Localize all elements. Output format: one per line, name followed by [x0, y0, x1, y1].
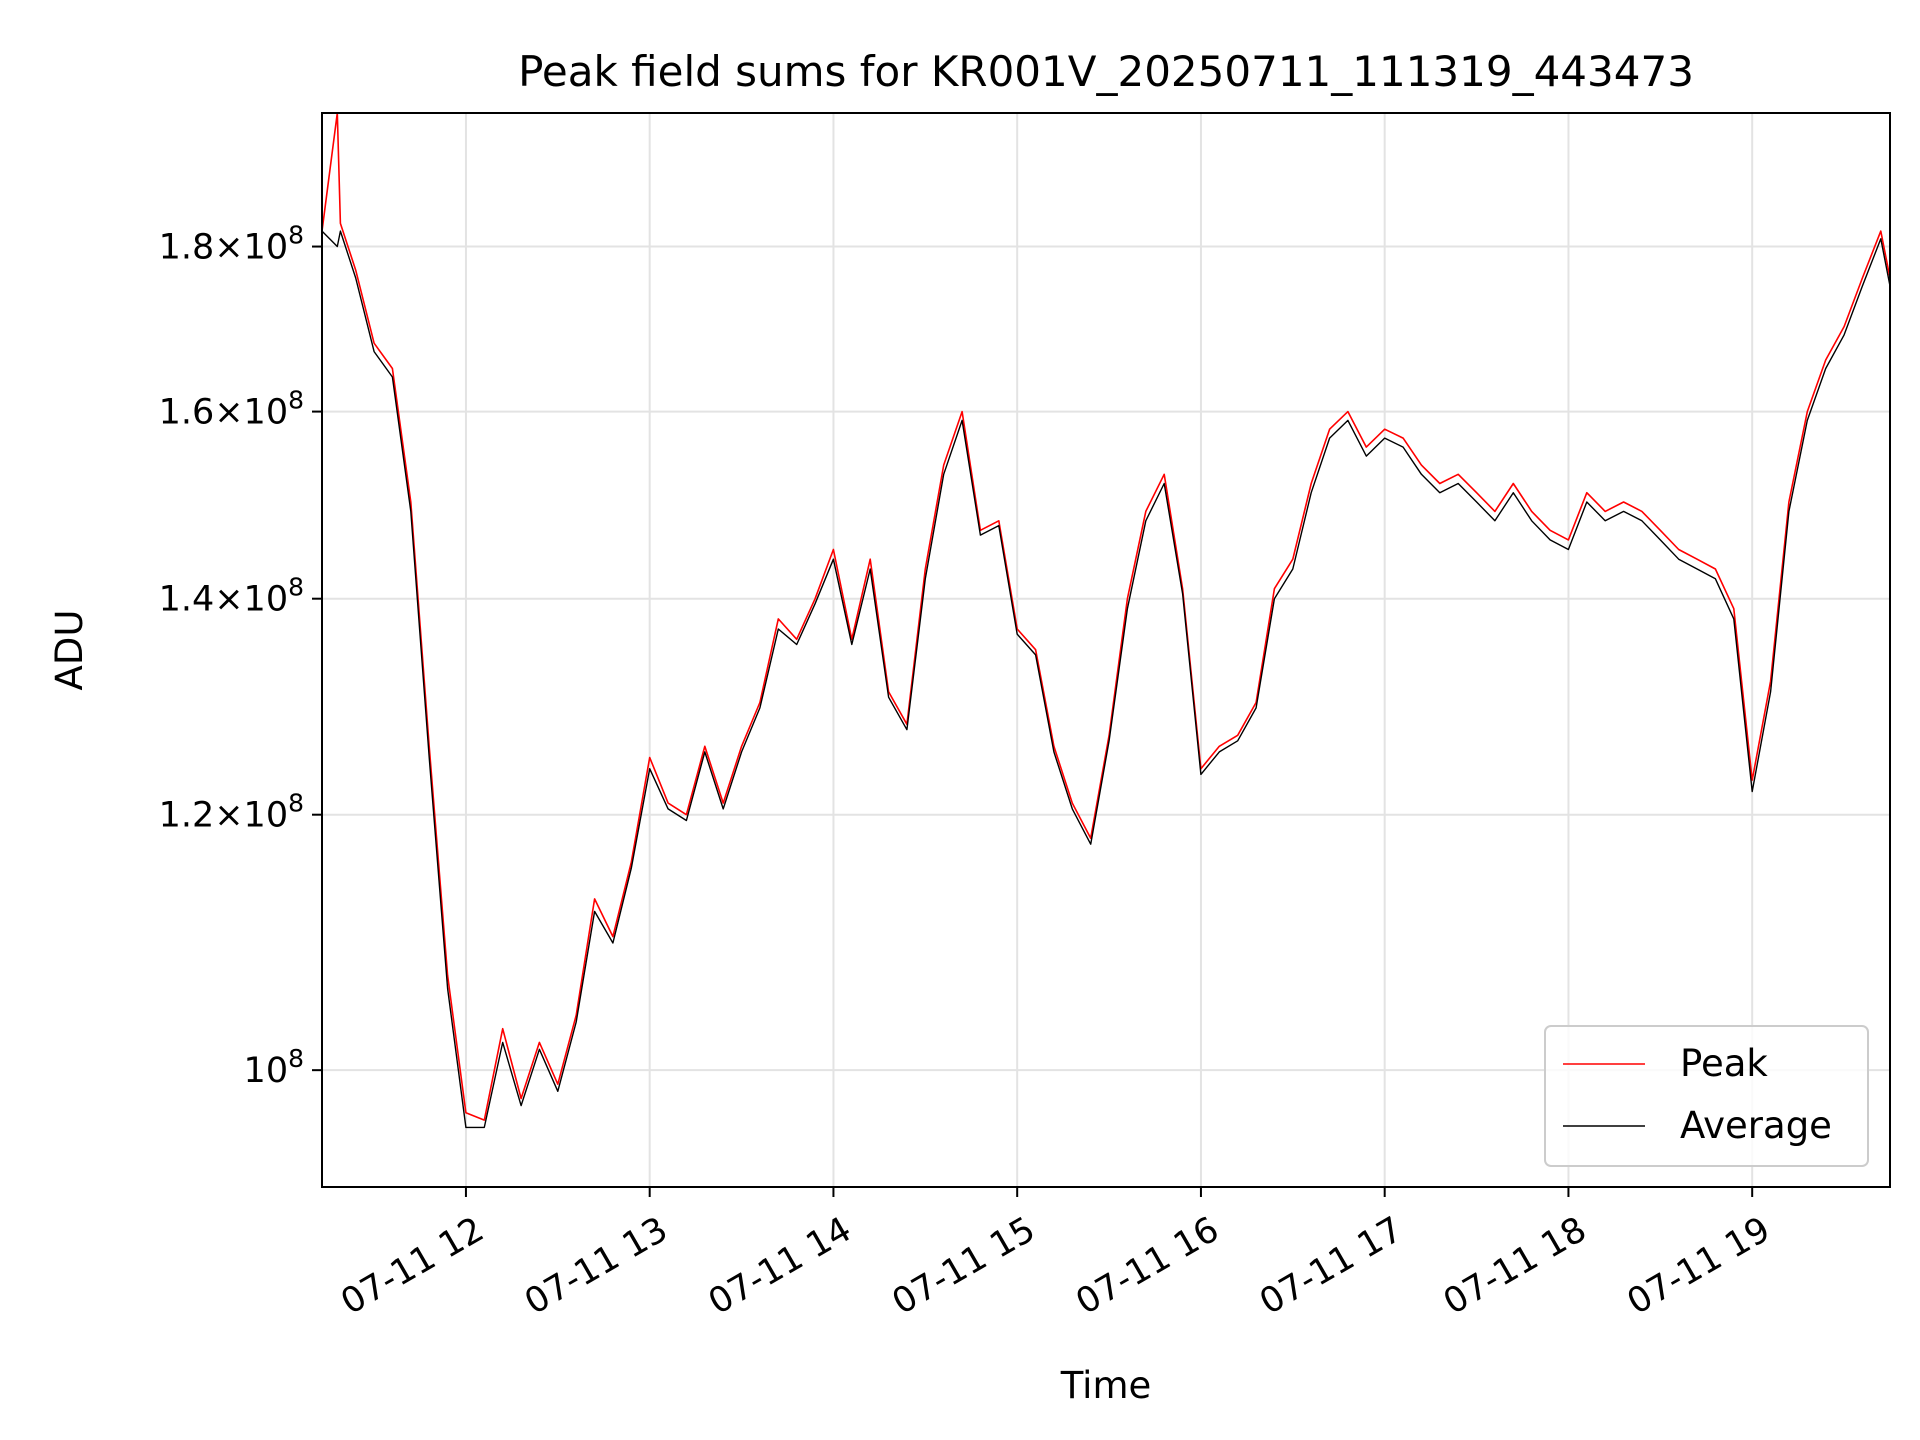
plot-area-frame — [321, 112, 1891, 1188]
y-axis-label: ADU — [48, 610, 91, 691]
legend: Peak Average — [1544, 1025, 1869, 1167]
series-layer — [321, 112, 1891, 1129]
y-tick-label: 1.2×108 — [159, 789, 304, 836]
grid-layer — [322, 113, 1890, 1187]
y-tick-label: 1.8×108 — [159, 221, 304, 268]
legend-box — [1544, 1025, 1869, 1167]
chart-title: Peak field sums for KR001V_20250711_1113… — [518, 47, 1694, 96]
x-axis-label: Time — [1060, 1364, 1152, 1407]
legend-label-peak: Peak — [1680, 1042, 1768, 1085]
y-tick-label: 1.4×108 — [159, 573, 304, 620]
y-tick-label: 1.6×108 — [159, 386, 304, 433]
series-line-peak — [321, 112, 1891, 1121]
series-line-average — [321, 230, 1891, 1129]
legend-label-average: Average — [1680, 1104, 1832, 1147]
